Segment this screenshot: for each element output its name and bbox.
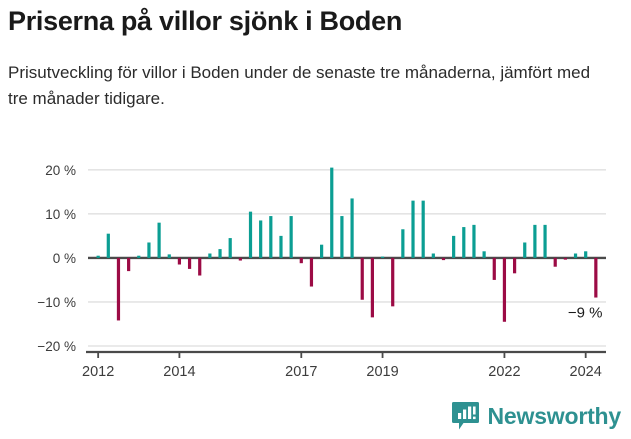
- page-title: Priserna på villor sjönk i Boden: [8, 6, 403, 36]
- chart-bar: [512, 257, 517, 274]
- chart-bar: [594, 257, 598, 298]
- chart-bar: [543, 224, 547, 258]
- last-value-annotation: −9 %: [568, 304, 603, 321]
- chart-bar: [391, 257, 395, 307]
- chart-bar: [421, 200, 425, 258]
- chart-bar: [452, 235, 456, 258]
- chart-bar: [330, 167, 334, 258]
- y-axis-tick-label: −10 %: [37, 295, 76, 310]
- chart-bar: [269, 216, 273, 258]
- chart-bar: [309, 257, 314, 287]
- chart-bar: [238, 257, 242, 261]
- y-axis-tick-label: −20 %: [37, 339, 76, 354]
- x-axis-tick-label: 2024: [570, 364, 602, 380]
- chart-bar: [208, 253, 212, 258]
- bar-chart-logo-icon: [451, 401, 479, 431]
- chart-bar: [573, 253, 578, 258]
- chart-bar: [492, 257, 496, 280]
- chart-bar: [370, 257, 374, 318]
- chart-bar: [147, 242, 151, 258]
- y-axis-tick-label: 20 %: [45, 163, 76, 178]
- chart-bar: [563, 257, 567, 260]
- chart-bar: [340, 216, 344, 258]
- bar-chart: 20 % 10 % 0 % −10 % −20 % 2012 2014 2017 2019 202…: [37, 163, 606, 380]
- chart-bar: [187, 257, 192, 269]
- page-subtitle: Prisutveckling för villor i Boden under …: [8, 63, 591, 108]
- chart-bar: [279, 235, 283, 258]
- chart-bar: [167, 254, 171, 258]
- chart-bar: [401, 229, 405, 258]
- chart-bar: [218, 249, 222, 258]
- chart-bar: [350, 198, 354, 258]
- chart-bar: [198, 257, 202, 276]
- chart-bar: [248, 211, 253, 258]
- chart-bar: [320, 244, 324, 258]
- brand-name: Newsworthy: [487, 402, 622, 429]
- chart-bar: [533, 224, 537, 258]
- chart-container: 20 % 10 % 0 % −10 % −20 % 2012 2014 2017 2019 202…: [0, 145, 631, 390]
- x-axis-tick-label: 2017: [285, 364, 317, 380]
- chart-bar: [472, 224, 476, 258]
- chart-bar: [482, 251, 486, 258]
- chart-bar: [106, 233, 110, 258]
- chart-bar: [116, 257, 121, 321]
- x-axis-tick-label: 2012: [82, 364, 114, 380]
- chart-bar: [411, 200, 415, 258]
- chart-bar: [584, 251, 588, 258]
- chart-bar: [259, 220, 263, 258]
- chart-bar: [289, 216, 293, 258]
- chart-bar: [177, 257, 182, 265]
- x-axis-tick-label: 2019: [366, 364, 398, 380]
- chart-bar: [96, 255, 100, 258]
- chart-bar: [431, 253, 435, 258]
- chart-bar: [462, 227, 466, 258]
- brand-footer: Newsworthy: [451, 401, 622, 431]
- x-axis-tick-label: 2014: [163, 364, 195, 380]
- chart-bar: [157, 222, 161, 258]
- chart-bar: [228, 238, 232, 258]
- chart-bar: [380, 256, 385, 258]
- x-axis-tick-label: 2022: [488, 364, 520, 380]
- chart-bar: [299, 257, 303, 264]
- chart-bar: [523, 242, 527, 258]
- chart-bar: [553, 257, 557, 267]
- y-axis-tick-label: 0 %: [53, 251, 76, 266]
- chart-bar: [441, 257, 446, 261]
- y-axis-tick-label: 10 %: [45, 207, 76, 222]
- chart-bar: [137, 255, 141, 258]
- chart-bar: [502, 257, 507, 322]
- chart-bar: [127, 257, 131, 272]
- chart-bar: [360, 257, 364, 300]
